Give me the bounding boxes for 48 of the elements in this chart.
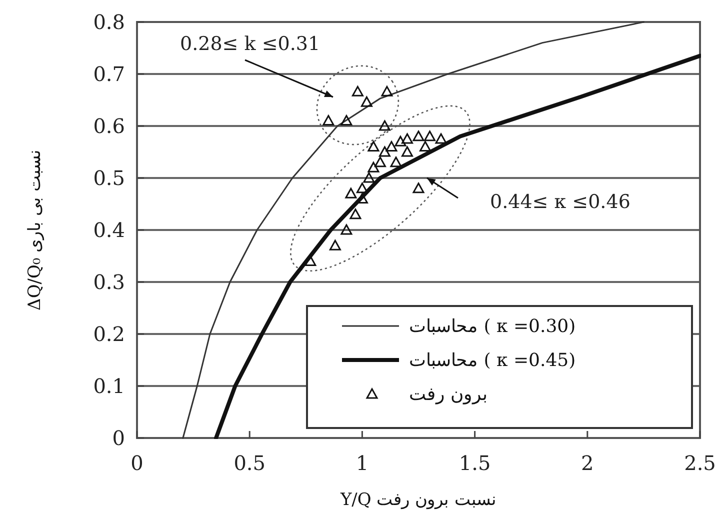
point — [390, 156, 402, 168]
point — [420, 141, 432, 152]
point — [356, 182, 368, 194]
annotation: 0.44≤ κ ≤0.46 — [490, 191, 630, 213]
legend-label: محاسبات ( κ =0.45) — [409, 350, 576, 371]
y-tick-label: 0.4 — [93, 218, 125, 242]
point — [435, 133, 447, 144]
x-tick-label: 0 — [130, 451, 144, 475]
point — [378, 120, 390, 131]
point — [368, 141, 380, 152]
point — [381, 86, 393, 96]
point — [374, 156, 386, 168]
point — [401, 146, 413, 157]
point — [322, 115, 334, 126]
y-tick-label: 0.7 — [93, 62, 125, 86]
point — [360, 96, 372, 107]
legend-label: برون رفت — [409, 384, 488, 405]
x-tick-label: 1.5 — [458, 451, 491, 475]
point — [340, 115, 352, 126]
x-tick-label: 1 — [356, 451, 369, 475]
x-axis-title: نسبت برون رفت Y/Q — [339, 490, 497, 510]
annotation: 0.28≤ k ≤0.31 — [180, 33, 320, 55]
x-tick-label: 2.5 — [684, 451, 716, 475]
point — [424, 130, 436, 142]
point — [345, 188, 357, 198]
y-tick-label: 0.8 — [93, 10, 125, 34]
point — [340, 224, 352, 235]
point — [401, 133, 413, 144]
y-axis-title: نسبت بی باری ΔQ/Q₀ — [25, 150, 45, 310]
point — [352, 86, 364, 96]
y-tick-label: 0.3 — [93, 270, 125, 294]
legend-label: محاسبات ( κ =0.30) — [409, 316, 576, 337]
y-tick-label: 0 — [112, 426, 125, 450]
y-tick-label: 0.5 — [93, 166, 125, 190]
point — [412, 130, 424, 142]
point — [378, 146, 390, 157]
point — [329, 240, 341, 250]
point — [386, 141, 398, 152]
point — [394, 136, 406, 146]
y-tick-label: 0.6 — [93, 114, 125, 138]
point — [350, 208, 362, 220]
y-tick-label: 0.1 — [93, 374, 125, 398]
x-tick-label: 0.5 — [234, 451, 266, 475]
point — [412, 182, 424, 194]
point — [368, 162, 380, 172]
y-tick-label: 0.2 — [93, 322, 125, 346]
point — [363, 172, 375, 183]
x-tick-label: 2 — [581, 451, 594, 475]
